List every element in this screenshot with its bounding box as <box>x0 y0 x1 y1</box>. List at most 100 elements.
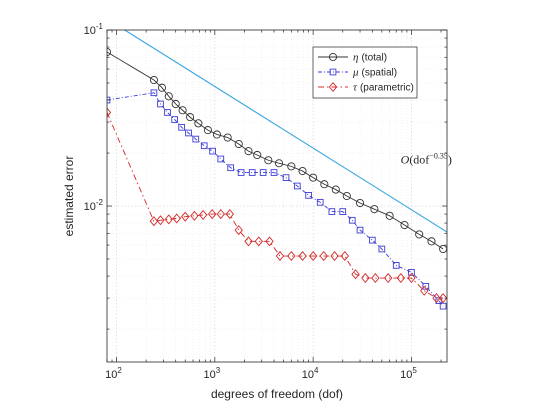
x-tick-label: 102 <box>105 366 122 381</box>
series-2-point <box>209 147 216 155</box>
series-3-point <box>198 209 208 220</box>
series-3-point <box>319 250 328 262</box>
series-2-point <box>270 169 278 176</box>
series-1-point <box>223 133 232 142</box>
series-2-point <box>237 169 245 176</box>
grid-lines <box>106 29 447 362</box>
ref-label-suffix: ) <box>448 153 452 167</box>
series-1-point <box>331 185 340 194</box>
y-tick-label: 10-1 <box>84 22 104 37</box>
series-3-point <box>254 236 263 247</box>
legend-swatch-marker <box>328 52 338 62</box>
series-2-point <box>348 216 356 224</box>
series-3-point <box>216 209 225 220</box>
series-3-point <box>287 250 296 262</box>
series-2-point <box>316 198 324 206</box>
series-1-point <box>203 126 212 135</box>
series-1-point <box>253 150 262 160</box>
series-2-point <box>305 192 312 199</box>
series-3-point <box>265 236 274 247</box>
series-2-point <box>171 116 178 123</box>
legend-swatch-marker <box>329 68 337 76</box>
series-3-point <box>275 250 285 262</box>
x-tick-base: 10 <box>203 369 215 381</box>
y-tick-base: 10 <box>84 201 96 213</box>
ref-label-base: (dof <box>409 153 429 167</box>
legend-name: (total) <box>361 53 387 64</box>
series-3-point <box>298 250 307 262</box>
series-3-point <box>107 107 112 118</box>
series-3-point <box>208 209 217 220</box>
series-3-line <box>107 112 444 299</box>
series-1-line <box>107 51 444 250</box>
x-tick-label: 104 <box>302 366 319 381</box>
legend-entry-2: μ (spatial) <box>352 67 397 79</box>
legend-entry-1: η (total) <box>353 52 387 64</box>
series-1-point <box>415 230 424 239</box>
series-3-point <box>225 209 234 220</box>
series-1-point <box>186 113 195 122</box>
series-2-point <box>227 164 235 172</box>
series-1-point <box>178 106 187 115</box>
x-tick-label: 103 <box>203 366 220 381</box>
y-tick-base: 10 <box>84 25 96 37</box>
x-tick-exp: 4 <box>314 366 319 375</box>
x-tick-labels: 102 103 104 105 <box>105 366 417 381</box>
series-1-point <box>234 139 243 149</box>
series-3-point <box>308 250 318 262</box>
series-1-point <box>400 220 409 230</box>
y-tick-labels: 10-210-1 <box>84 22 104 213</box>
series-3-point <box>156 215 165 226</box>
series-2-point <box>282 174 290 181</box>
legend-name: (parametric) <box>360 83 414 94</box>
series-2-point <box>185 129 192 137</box>
legend-swatch-marker <box>328 81 338 93</box>
series-2-line <box>107 92 444 307</box>
legend-symbol: μ <box>352 67 359 79</box>
series-2-point <box>368 236 376 244</box>
series-1-point <box>385 211 394 220</box>
series-1-point <box>274 159 284 168</box>
series-2-point <box>192 135 200 143</box>
series-3 <box>107 107 447 304</box>
series-1-point <box>342 191 351 201</box>
series-layer <box>107 47 447 310</box>
legend-entry-3: τ (parametric) <box>353 82 414 94</box>
series-3-point <box>351 269 360 280</box>
x-tick-base: 10 <box>105 369 117 381</box>
series-2-point <box>378 245 386 253</box>
series-2-point <box>200 142 208 150</box>
series-3-point <box>396 272 406 284</box>
series-1-point <box>427 237 436 246</box>
series-1-point <box>157 83 167 92</box>
series-2-point <box>339 208 347 215</box>
series-2 <box>107 89 447 310</box>
series-3-point <box>244 236 253 247</box>
series-1-point <box>355 198 365 208</box>
series-3-point <box>330 250 339 262</box>
ref-label-prefix: O <box>401 153 410 167</box>
series-1-point <box>370 205 379 214</box>
x-tick-exp: 5 <box>412 366 417 375</box>
series-2-point <box>293 182 301 190</box>
series-1-point <box>264 156 273 165</box>
legend-symbol: η <box>353 52 358 64</box>
x-tick-exp: 2 <box>117 366 122 375</box>
x-tick-base: 10 <box>400 369 412 381</box>
series-2-point <box>392 262 400 269</box>
series-1-point <box>171 99 180 109</box>
series-3-point <box>234 225 243 236</box>
series-1-point <box>287 162 296 171</box>
series-2-point <box>217 155 225 163</box>
legend: η (total) μ (spatial) τ (parametric) <box>312 46 418 99</box>
series-3-point <box>149 216 159 227</box>
x-tick-base: 10 <box>302 369 314 381</box>
reference-rate-line <box>123 30 447 233</box>
series-2-point <box>328 208 336 215</box>
series-2-point <box>178 123 186 131</box>
series-3-point <box>164 214 173 225</box>
series-3-point <box>420 285 429 296</box>
series-3-point <box>407 272 416 284</box>
series-1-point <box>212 130 221 139</box>
series-2-point <box>248 169 256 176</box>
